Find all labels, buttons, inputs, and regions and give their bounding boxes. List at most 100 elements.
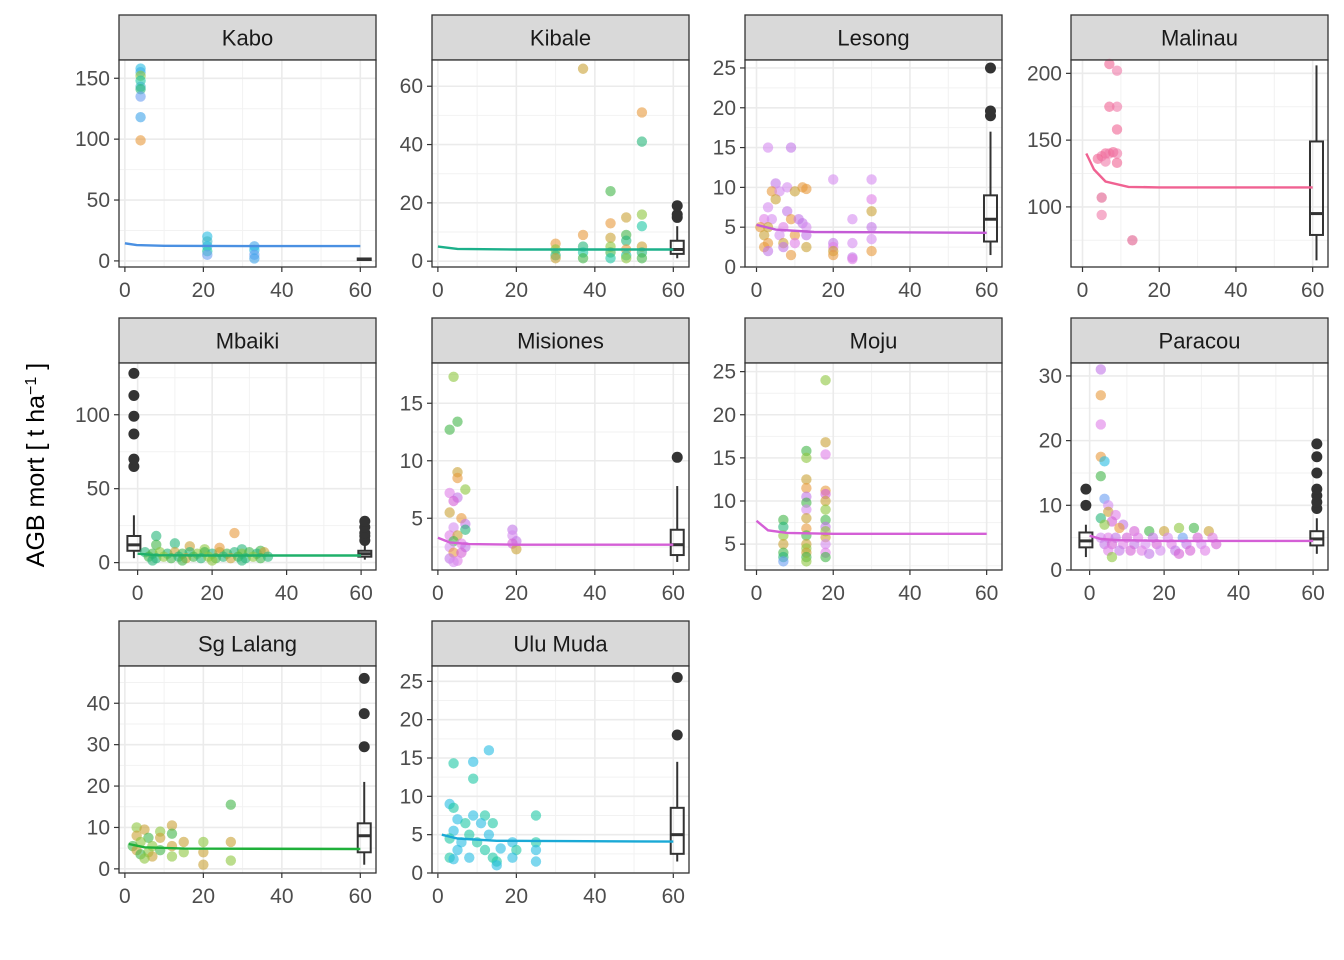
data-point bbox=[636, 136, 648, 147]
data-point bbox=[820, 551, 831, 563]
y-tick-label: 20 bbox=[87, 775, 110, 798]
data-point bbox=[801, 452, 812, 464]
facet-sg-lalang: Sg Lalang 0 20 40 60 0 10 20 30 40 bbox=[87, 620, 377, 908]
data-point bbox=[866, 194, 877, 205]
data-point bbox=[464, 829, 475, 840]
x-tick-label: 60 bbox=[975, 279, 998, 302]
facet-strip bbox=[431, 14, 690, 61]
data-point bbox=[778, 241, 789, 253]
data-point bbox=[135, 135, 146, 146]
plot-panel bbox=[119, 363, 376, 570]
facet-title: Misiones bbox=[517, 329, 604, 354]
data-point bbox=[605, 218, 616, 229]
facet-paracou: Paracou 0 20 40 60 0 10 20 30 bbox=[1039, 317, 1329, 605]
facet-strip bbox=[118, 620, 377, 667]
data-point bbox=[820, 437, 831, 448]
data-point bbox=[766, 186, 778, 197]
y-tick-label: 200 bbox=[1027, 62, 1062, 85]
data-point bbox=[785, 214, 797, 225]
boxplot-outlier bbox=[128, 453, 140, 465]
x-tick-label: 40 bbox=[898, 279, 921, 302]
data-point bbox=[178, 836, 189, 848]
data-point bbox=[169, 538, 181, 549]
data-point bbox=[166, 840, 178, 852]
y-tick-label: 20 bbox=[713, 404, 736, 427]
data-point bbox=[1106, 551, 1118, 563]
facet-title: Kabo bbox=[222, 26, 273, 51]
data-point bbox=[131, 822, 142, 833]
data-point bbox=[847, 237, 858, 249]
facet-title: Lesong bbox=[837, 26, 909, 51]
y-tick-label: 20 bbox=[400, 192, 423, 215]
data-point bbox=[135, 84, 146, 95]
data-point bbox=[866, 206, 877, 217]
data-point bbox=[621, 253, 632, 264]
y-tick-label: 15 bbox=[713, 137, 736, 160]
data-point bbox=[487, 817, 499, 829]
data-point bbox=[785, 142, 797, 153]
data-point bbox=[801, 513, 812, 524]
boxplot-outlier bbox=[1311, 483, 1323, 495]
data-point bbox=[1144, 548, 1155, 560]
data-point bbox=[151, 530, 162, 542]
data-point bbox=[1173, 522, 1185, 534]
x-tick-label: 40 bbox=[583, 885, 606, 908]
data-point bbox=[467, 810, 479, 821]
data-point bbox=[774, 186, 785, 197]
fitted-curve bbox=[441, 833, 674, 843]
x-tick-label: 0 bbox=[119, 885, 131, 908]
data-point bbox=[448, 495, 459, 507]
y-tick-label: 25 bbox=[713, 361, 736, 384]
boxplot-outlier bbox=[671, 209, 683, 221]
y-axis-label: AGB mort [ t ha−1 ] bbox=[22, 363, 50, 567]
data-point bbox=[491, 860, 502, 871]
fitted-curve bbox=[1089, 534, 1314, 543]
plot-panel bbox=[432, 60, 689, 267]
data-point bbox=[448, 854, 459, 865]
data-point bbox=[758, 214, 770, 225]
data-point bbox=[166, 851, 178, 862]
data-point bbox=[1111, 65, 1123, 76]
y-tick-label: 20 bbox=[400, 709, 423, 732]
fitted-curve bbox=[1085, 152, 1313, 189]
data-point bbox=[1111, 157, 1123, 169]
data-point bbox=[1188, 522, 1200, 534]
data-point bbox=[177, 555, 188, 566]
data-point bbox=[225, 836, 237, 848]
x-tick-label: 60 bbox=[1301, 582, 1324, 605]
fitted-curve bbox=[437, 245, 674, 251]
fitted-curve bbox=[124, 242, 361, 248]
data-point bbox=[828, 249, 839, 261]
facet-title: Malinau bbox=[1161, 26, 1238, 51]
data-point bbox=[762, 142, 774, 153]
y-tick-label: 150 bbox=[1027, 129, 1062, 152]
data-point bbox=[452, 814, 463, 825]
y-tick-label: 15 bbox=[713, 447, 736, 470]
facet-title: Mbaiki bbox=[216, 329, 280, 354]
data-point bbox=[166, 820, 178, 831]
y-tick-label: 0 bbox=[98, 858, 110, 881]
y-tick-label: 50 bbox=[87, 189, 110, 212]
data-point bbox=[460, 484, 471, 495]
y-tick-label: 40 bbox=[400, 134, 423, 157]
x-tick-label: 0 bbox=[751, 582, 763, 605]
data-point bbox=[1111, 124, 1123, 135]
boxplot-outlier bbox=[671, 200, 683, 212]
data-point bbox=[467, 773, 479, 784]
data-point bbox=[636, 209, 648, 220]
data-point bbox=[801, 183, 812, 195]
data-point bbox=[1114, 522, 1125, 534]
x-tick-label: 20 bbox=[822, 279, 845, 302]
facet-ulu-muda: Ulu Muda 0 20 40 60 0 5 10 15 20 25 bbox=[400, 620, 690, 908]
data-point bbox=[444, 507, 455, 518]
x-tick-label: 40 bbox=[898, 582, 921, 605]
fitted-curve bbox=[128, 842, 361, 851]
x-tick-label: 20 bbox=[505, 279, 528, 302]
data-point bbox=[781, 206, 793, 217]
boxplot-outlier bbox=[1080, 483, 1092, 495]
data-point bbox=[820, 504, 831, 515]
data-point bbox=[820, 495, 831, 507]
data-point bbox=[452, 416, 463, 427]
facet-title: Kibale bbox=[530, 26, 591, 51]
